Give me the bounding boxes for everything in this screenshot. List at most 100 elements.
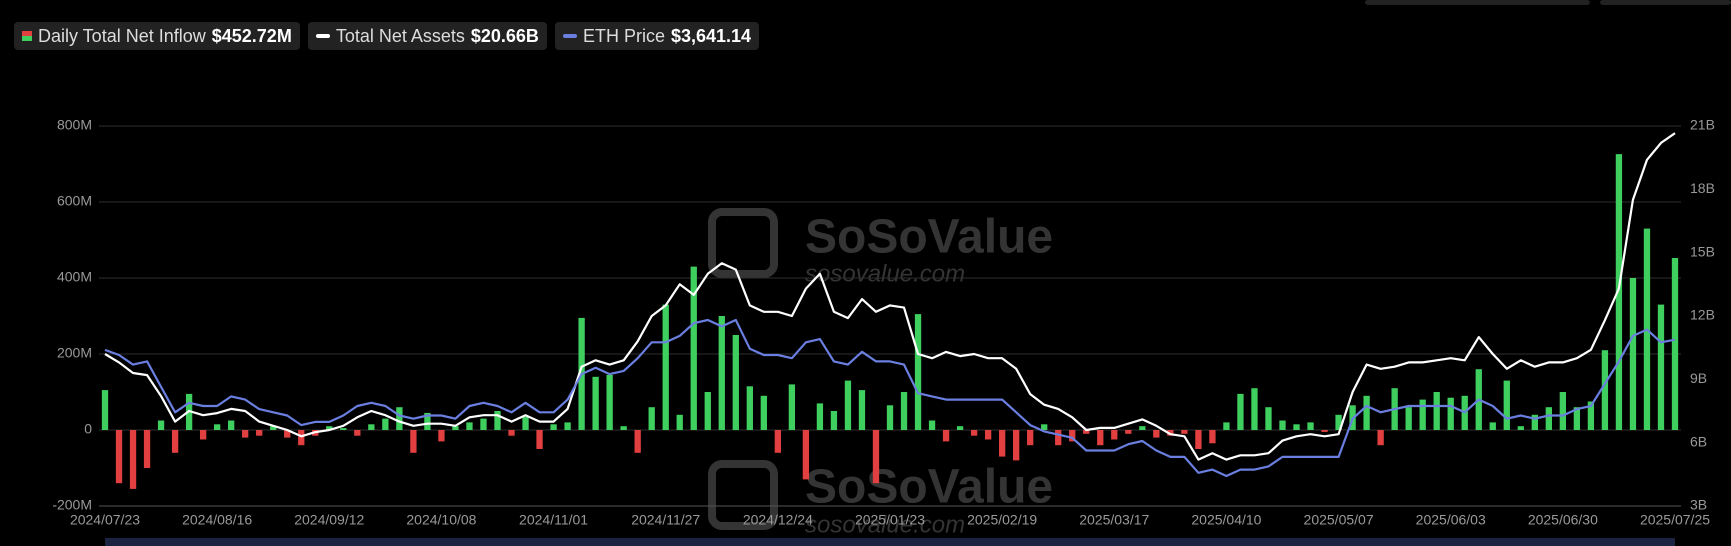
bar bbox=[1419, 399, 1426, 430]
bar bbox=[536, 430, 543, 449]
y2-tick-label: 6B bbox=[1690, 433, 1707, 449]
watermark-brand: SoSoValue bbox=[805, 211, 1053, 264]
watermark-brand: SoSoValue bbox=[805, 461, 1053, 514]
bar bbox=[592, 376, 599, 430]
bar bbox=[942, 430, 950, 442]
bar bbox=[1069, 430, 1076, 442]
bar bbox=[1027, 430, 1034, 446]
x-tick-label: 2025/05/07 bbox=[1304, 512, 1374, 528]
legend-item[interactable]: Daily Total Net Inflow $452.72M bbox=[14, 22, 300, 50]
bar bbox=[480, 418, 487, 430]
bar bbox=[1139, 426, 1146, 430]
x-tick-label: 2025/04/10 bbox=[1191, 512, 1261, 528]
bar bbox=[1181, 430, 1188, 434]
bar bbox=[998, 430, 1006, 457]
bar bbox=[802, 430, 810, 480]
legend-item[interactable]: ETH Price $3,641.14 bbox=[554, 22, 760, 50]
bar bbox=[424, 412, 431, 430]
legend-value: $452.72M bbox=[211, 25, 292, 46]
legend-item[interactable]: Total Net Assets $20.66B bbox=[307, 22, 547, 50]
bar bbox=[522, 416, 529, 430]
y-tick-label: 800M bbox=[57, 117, 92, 133]
bar bbox=[1335, 414, 1342, 430]
bar bbox=[1307, 422, 1314, 430]
watermark-url: sosovalue.com bbox=[805, 511, 965, 538]
y-tick-label: 600M bbox=[57, 193, 92, 209]
watermark-logo bbox=[708, 460, 778, 530]
bar bbox=[1265, 407, 1272, 430]
y2-tick-label: 12B bbox=[1690, 307, 1715, 323]
watermark-url: sosovalue.com bbox=[805, 260, 965, 287]
bar bbox=[1293, 424, 1300, 430]
bar bbox=[270, 426, 277, 430]
bar bbox=[494, 411, 501, 430]
legend-value: $3,641.14 bbox=[670, 25, 752, 46]
bar bbox=[1503, 380, 1510, 430]
x-tick-label: 2024/07/23 bbox=[70, 512, 140, 528]
bar bbox=[620, 426, 627, 430]
bar bbox=[101, 390, 109, 430]
bar bbox=[438, 430, 445, 442]
bar bbox=[816, 403, 824, 430]
bar bbox=[1363, 395, 1370, 430]
bar bbox=[1489, 422, 1496, 430]
bar bbox=[396, 407, 403, 430]
button[interactable] bbox=[1600, 0, 1731, 5]
bar bbox=[1531, 414, 1538, 430]
bar bbox=[648, 407, 655, 430]
bar bbox=[858, 390, 866, 430]
legend-value: $20.66B bbox=[470, 25, 539, 46]
bar bbox=[900, 392, 908, 430]
bar bbox=[129, 430, 137, 489]
bar bbox=[1377, 430, 1384, 446]
bar bbox=[298, 430, 305, 446]
x-tick-label: 2025/06/30 bbox=[1528, 512, 1598, 528]
x-tick-label: 2024/11/01 bbox=[519, 512, 588, 528]
y2-tick-label: 15B bbox=[1690, 243, 1715, 259]
x-tick-label: 2025/06/03 bbox=[1416, 512, 1486, 528]
bar bbox=[171, 430, 179, 453]
bar bbox=[1559, 392, 1567, 430]
bar bbox=[1671, 257, 1679, 430]
bar bbox=[1013, 430, 1020, 461]
bar bbox=[760, 395, 767, 430]
legend-label: Total Net Assets bbox=[335, 25, 465, 46]
bar bbox=[872, 430, 880, 484]
bar bbox=[115, 430, 123, 484]
bar bbox=[354, 430, 361, 436]
bar bbox=[928, 420, 936, 430]
x-tick-label: 2024/09/12 bbox=[294, 512, 364, 528]
x-tick-label: 2025/03/17 bbox=[1079, 512, 1149, 528]
bar bbox=[1433, 392, 1440, 430]
bar bbox=[732, 335, 739, 430]
bar bbox=[634, 430, 641, 453]
bar bbox=[1195, 430, 1202, 449]
bar bbox=[1167, 430, 1174, 436]
bar bbox=[1601, 350, 1609, 430]
x-tick-label: 2024/12/24 bbox=[743, 512, 813, 528]
watermark-logo bbox=[708, 208, 778, 278]
legend-icon bbox=[22, 31, 32, 41]
y-tick-label: -200M bbox=[52, 497, 92, 513]
bar bbox=[662, 304, 669, 430]
bar bbox=[606, 374, 613, 430]
bar bbox=[199, 430, 207, 440]
bar bbox=[1097, 430, 1104, 446]
x-tick-label: 2025/02/19 bbox=[967, 512, 1037, 528]
y2-tick-label: 3B bbox=[1690, 497, 1707, 513]
x-tick-label: 2024/11/27 bbox=[631, 512, 700, 528]
bar bbox=[676, 414, 683, 430]
bar bbox=[788, 384, 796, 430]
bar bbox=[1405, 407, 1412, 430]
bar bbox=[550, 424, 557, 430]
bar bbox=[886, 405, 894, 430]
bar bbox=[1629, 278, 1637, 430]
y-tick-label: 400M bbox=[57, 269, 92, 285]
range-slider[interactable] bbox=[105, 538, 1675, 546]
button[interactable] bbox=[1365, 0, 1590, 5]
bar bbox=[1209, 430, 1216, 444]
bar bbox=[1041, 424, 1048, 430]
bar bbox=[1657, 304, 1665, 430]
bar bbox=[718, 316, 725, 430]
x-tick-label: 2024/08/16 bbox=[182, 512, 252, 528]
